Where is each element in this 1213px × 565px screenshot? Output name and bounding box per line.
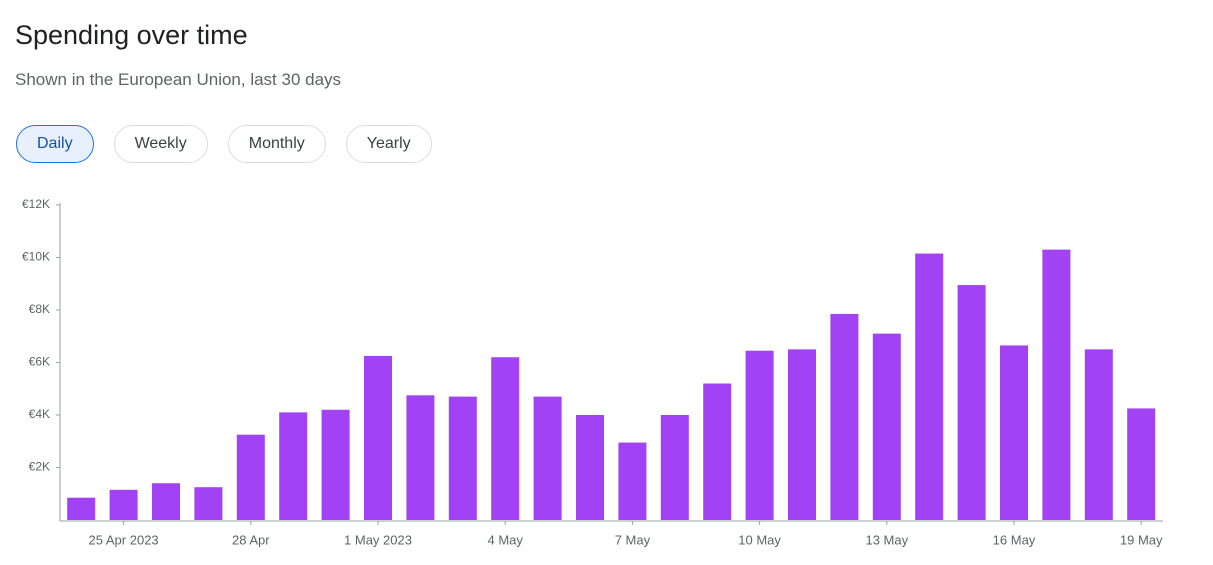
bar xyxy=(703,383,732,520)
bar xyxy=(194,487,223,520)
y-tick-label: €6K xyxy=(29,355,50,369)
bar xyxy=(279,412,308,520)
x-tick-label: 4 May xyxy=(487,532,523,547)
bar xyxy=(660,415,689,520)
x-tick-label: 19 May xyxy=(1120,532,1163,547)
bar xyxy=(1084,349,1113,520)
chart-subtitle: Shown in the European Union, last 30 day… xyxy=(15,70,342,89)
bar xyxy=(872,333,901,520)
y-tick-label: €2K xyxy=(29,460,50,474)
bar xyxy=(67,497,96,520)
bar xyxy=(491,357,520,520)
bar xyxy=(1000,345,1028,520)
bar xyxy=(406,395,435,520)
bar xyxy=(109,489,138,520)
bar xyxy=(321,409,350,520)
bar xyxy=(1042,249,1071,520)
x-tick-label: 13 May xyxy=(865,532,908,547)
filter-button[interactable]: Monthly xyxy=(227,125,326,163)
bar xyxy=(830,313,859,520)
bar xyxy=(236,434,265,520)
x-tick-label: 28 Apr xyxy=(232,532,270,547)
y-tick-label: €10K xyxy=(22,250,50,264)
bar xyxy=(745,350,774,520)
bar xyxy=(1127,408,1156,520)
filter-group: Daily Weekly Monthly Yearly xyxy=(16,125,432,163)
x-tick-label: 25 Apr 2023 xyxy=(89,532,159,547)
bar xyxy=(364,355,392,520)
bar xyxy=(957,285,986,520)
x-tick-label: 7 May xyxy=(615,532,651,547)
filter-button[interactable]: Weekly xyxy=(113,125,208,163)
y-tick-label: €4K xyxy=(29,407,50,421)
bar xyxy=(788,349,816,520)
bar xyxy=(576,415,604,520)
x-tick-label: 16 May xyxy=(993,532,1036,547)
filter-button[interactable]: Yearly xyxy=(345,125,432,163)
chart-title: Spending over time xyxy=(15,20,248,50)
bar xyxy=(152,483,180,520)
filter-button[interactable]: Daily xyxy=(16,125,94,163)
bar xyxy=(533,396,562,520)
y-tick-label: €12K xyxy=(22,197,50,211)
y-tick-label: €8K xyxy=(29,302,50,316)
bar xyxy=(915,253,944,520)
x-tick-label: 10 May xyxy=(738,532,781,547)
bar xyxy=(448,396,477,520)
x-tick-label: 1 May 2023 xyxy=(344,532,412,547)
bar xyxy=(618,442,647,520)
